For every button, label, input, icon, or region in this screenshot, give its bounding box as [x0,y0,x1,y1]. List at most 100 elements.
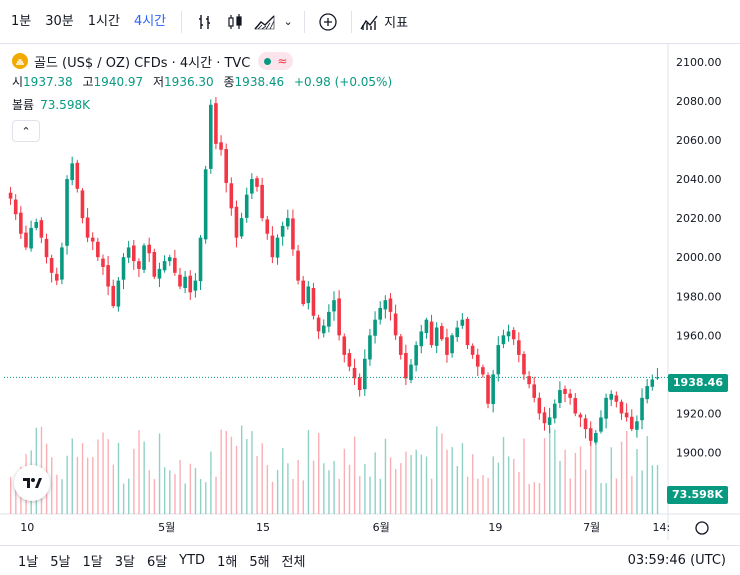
candle-body [404,353,408,379]
chart-legend: 골드 (US$ / OZ) CFDs · 4시간 · TVC ≈ 시1937.3… [12,50,398,142]
candle-body [460,319,465,326]
chart-area[interactable]: 2100.00 2080.00 2060.00 2040.00 2020.00 2000.… [0,44,740,540]
volume-bar [282,448,284,514]
interval-1m[interactable]: 1분 [11,13,32,29]
candle-body [393,313,398,336]
volume-bar [379,478,382,514]
candlestick-chart[interactable]: 2100.00 2080.00 2060.00 2040.00 2020.00 2000.… [0,44,740,540]
area-style-icon[interactable] [250,8,280,36]
candle-body [239,218,244,237]
price-tick-label: 1980.00 [676,290,722,303]
candle-body [106,265,110,287]
volume-bar [169,470,171,514]
utc-clock[interactable]: 03:59:46 (UTC) [627,553,726,568]
chevron-down-icon[interactable]: ⌄ [283,15,293,28]
volume-bar [456,466,459,514]
range-1y[interactable]: 1해 [217,555,238,570]
price-tick-label: 1960.00 [676,329,722,342]
range-5y[interactable]: 5해 [249,555,270,570]
time-tick-label: 19 [488,521,502,534]
volume-bar [297,459,299,514]
volume-bar [102,432,104,514]
candle-body [332,300,336,312]
volume-bar [364,463,366,514]
settings-gear-icon[interactable] [695,521,709,535]
compare-add-icon[interactable] [313,8,343,36]
candle-body [316,317,321,332]
tradingview-logo[interactable] [14,465,50,501]
volume-bar [81,443,84,514]
candle-body [609,393,614,400]
candle-body [265,219,270,234]
high-value: 1940.97 [93,75,144,89]
candle-body [470,345,475,355]
volume-bar [15,479,17,514]
market-status-badge[interactable]: ≈ [258,52,294,70]
volume-bar [256,455,258,514]
collapse-legend-button[interactable]: ⌃ [12,120,40,142]
price-tick-label: 2040.00 [676,173,722,186]
volume-bar [533,482,536,514]
candle-body [80,190,85,219]
volume-bar [230,436,233,514]
range-3m[interactable]: 3달 [114,555,135,570]
candle-body [573,398,578,414]
time-tick-label: 14: [653,521,671,534]
symbol-title[interactable]: 골드 (US$ / OZ) CFDs · 4시간 · TVC [34,55,251,71]
interval-1h[interactable]: 1시간 [87,13,120,29]
volume-bar [92,456,94,514]
range-ytd[interactable]: YTD [179,553,206,568]
candle-body [578,414,583,418]
volume-bar [523,438,525,514]
candle-body [599,417,603,432]
volume-bar [507,456,510,514]
volume-bar [225,430,227,514]
candle-body [619,401,624,414]
volume-bar [343,448,346,514]
candle-body [13,199,18,215]
volume-bar [574,452,577,514]
top-toolbar: 1분 30분 1시간 4시간 ⌄ 지표 [0,0,740,44]
close-label: 종 [223,75,235,89]
candle-body [244,194,249,218]
volume-bar [292,478,294,514]
volume-legend: 볼륨 73.598K [12,94,398,116]
volume-bar [466,476,469,514]
candle-body [645,386,649,400]
indicators-button[interactable]: 지표 [360,12,408,31]
candle-body [537,397,542,414]
volume-bar [138,430,140,514]
range-5d[interactable]: 5날 [50,555,71,570]
volume-bar [56,474,58,514]
volume-bar [518,471,520,514]
range-all[interactable]: 전체 [281,555,306,570]
candle-body [522,353,526,375]
candle-body [558,390,562,403]
range-1m[interactable]: 1달 [82,555,103,570]
volume-bar [246,438,248,514]
time-tick-label: 6월 [373,521,390,534]
time-tick-label: 7월 [583,521,600,534]
volume-bar [353,436,356,514]
volume-bar [405,451,407,514]
volume-bar [590,433,592,514]
range-1d[interactable]: 1날 [18,555,39,570]
interval-30m[interactable]: 30분 [45,13,74,29]
candles-style-icon[interactable] [220,8,250,36]
price-tick-label: 2020.00 [676,212,722,225]
volume-bar [584,469,587,514]
volume-bar [651,465,654,514]
time-tick-label: 10 [20,521,34,534]
volume-bar [328,470,330,514]
candle-body [90,237,95,242]
volume-bar [143,441,145,514]
bars-style-icon[interactable] [190,8,220,36]
range-6m[interactable]: 6달 [146,555,168,570]
candle-body [157,268,162,279]
volume-bar [312,460,315,514]
candle-body [491,374,495,405]
candle-body [39,220,44,238]
volume-bar [251,431,253,514]
candle-body [214,103,218,144]
interval-4h[interactable]: 4시간 [133,13,167,29]
